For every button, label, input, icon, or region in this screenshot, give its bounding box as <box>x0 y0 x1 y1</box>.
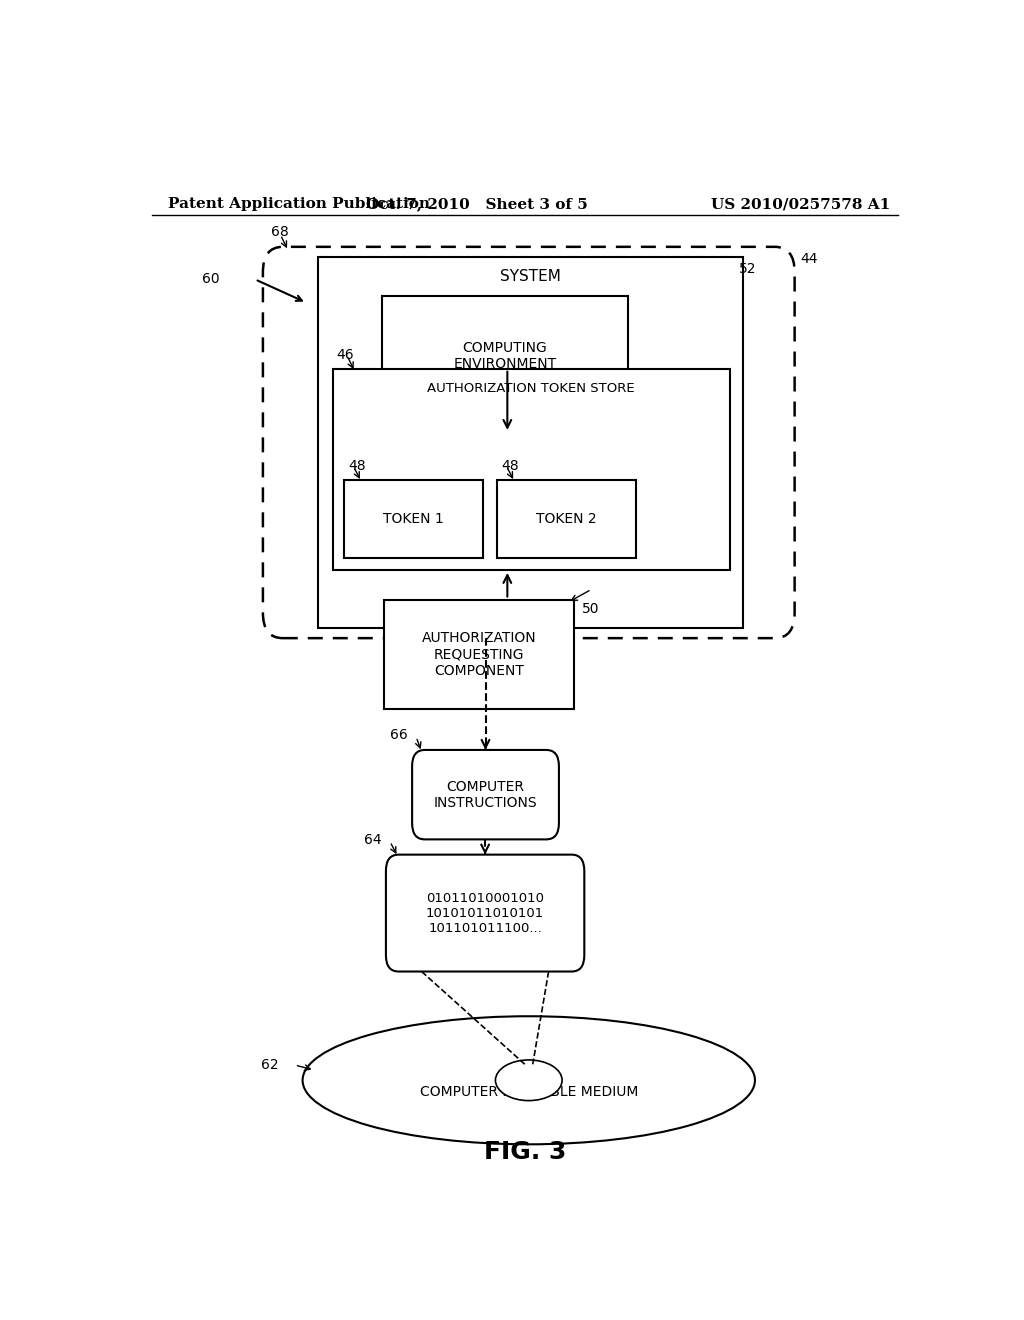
Ellipse shape <box>496 1060 562 1101</box>
Bar <box>384 599 574 709</box>
Text: 68: 68 <box>270 224 289 239</box>
Text: 48: 48 <box>348 459 366 474</box>
Text: 66: 66 <box>390 727 409 742</box>
Text: 64: 64 <box>365 833 382 846</box>
FancyBboxPatch shape <box>386 854 585 972</box>
Text: COMPUTER READABLE MEDIUM: COMPUTER READABLE MEDIUM <box>420 1085 638 1100</box>
Ellipse shape <box>303 1016 755 1144</box>
Text: FIG. 3: FIG. 3 <box>483 1140 566 1164</box>
Text: 50: 50 <box>582 602 599 615</box>
Text: TOKEN 2: TOKEN 2 <box>537 512 597 525</box>
Bar <box>382 296 628 433</box>
FancyBboxPatch shape <box>412 750 559 840</box>
Text: AUTHORIZATION
REQUESTING
COMPONENT: AUTHORIZATION REQUESTING COMPONENT <box>422 631 537 677</box>
Text: US 2010/0257578 A1: US 2010/0257578 A1 <box>711 197 890 211</box>
Text: 62: 62 <box>261 1059 279 1072</box>
Bar <box>497 479 636 558</box>
Text: TOKEN 1: TOKEN 1 <box>383 512 443 525</box>
Text: AUTHORIZATION TOKEN STORE: AUTHORIZATION TOKEN STORE <box>427 381 635 395</box>
Text: 48: 48 <box>501 459 518 474</box>
Text: 44: 44 <box>800 252 818 265</box>
Text: 46: 46 <box>337 347 354 362</box>
Text: 01011010001010
10101011010101
101101011100...: 01011010001010 10101011010101 1011010111… <box>426 891 544 935</box>
Text: SYSTEM: SYSTEM <box>501 269 561 284</box>
Bar <box>333 368 729 570</box>
Bar <box>318 257 743 628</box>
Text: Patent Application Publication: Patent Application Publication <box>168 197 430 211</box>
Bar <box>344 479 482 558</box>
Text: COMPUTING
ENVIRONMENT
COMPONENT: COMPUTING ENVIRONMENT COMPONENT <box>454 341 556 388</box>
FancyBboxPatch shape <box>263 247 795 638</box>
Text: Oct. 7, 2010   Sheet 3 of 5: Oct. 7, 2010 Sheet 3 of 5 <box>367 197 588 211</box>
Text: COMPUTER
INSTRUCTIONS: COMPUTER INSTRUCTIONS <box>434 780 538 809</box>
Text: 60: 60 <box>202 272 219 286</box>
Text: 52: 52 <box>739 263 757 276</box>
